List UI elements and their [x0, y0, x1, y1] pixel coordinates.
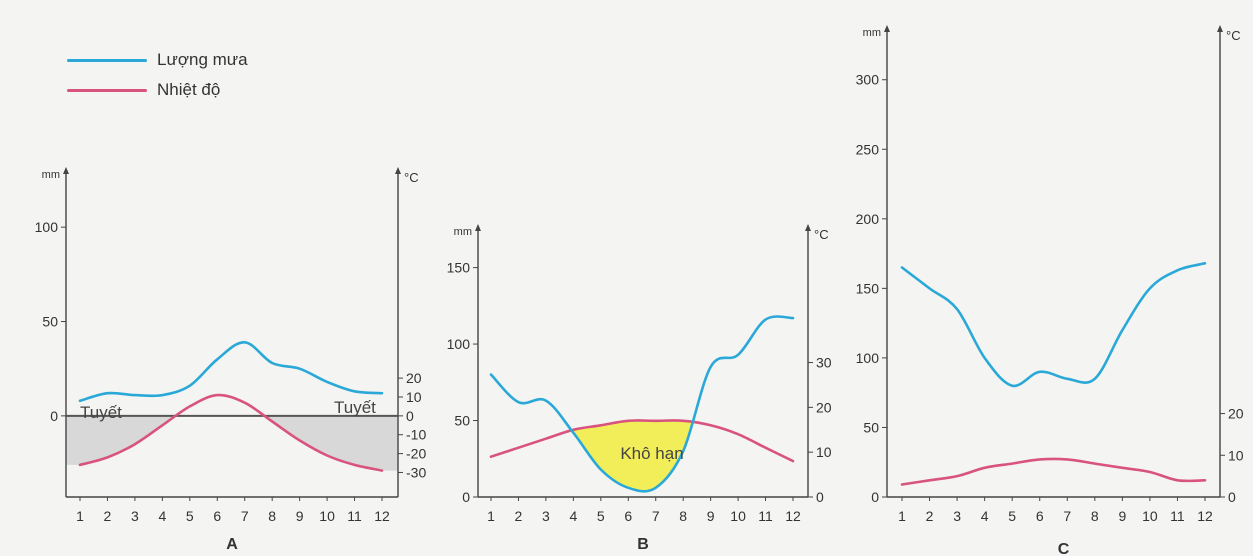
right-axis-arrow — [395, 167, 401, 174]
rain-swatch — [67, 59, 147, 62]
right-unit-label: °C — [1226, 28, 1241, 43]
x-tick-label: 7 — [241, 508, 249, 524]
x-tick-label: 12 — [374, 508, 390, 524]
x-tick-label: 7 — [1063, 508, 1071, 524]
x-tick-label: 11 — [347, 508, 362, 524]
right-tick-label: 20 — [406, 370, 422, 386]
x-tick-label: 3 — [542, 508, 550, 524]
left-tick-label: 0 — [50, 408, 58, 424]
x-tick-label: 6 — [624, 508, 632, 524]
x-tick-label: 10 — [319, 508, 335, 524]
x-tick-label: 2 — [926, 508, 934, 524]
left-tick-label: 100 — [35, 219, 59, 235]
right-tick-label: 10 — [816, 444, 832, 460]
x-tick-label: 1 — [487, 508, 495, 524]
rainfall-line — [489, 315, 795, 493]
x-tick-label: 10 — [1142, 508, 1158, 524]
left-unit-label: mm — [42, 169, 60, 181]
left-tick-label: 300 — [856, 72, 880, 88]
right-tick-label: 30 — [816, 355, 832, 371]
right-unit-label: °C — [814, 227, 829, 242]
legend-label-rain: Lượng mưa — [157, 50, 248, 69]
x-tick-label: 11 — [758, 508, 773, 524]
left-tick-label: 50 — [42, 314, 58, 330]
right-tick-label: 0 — [406, 408, 414, 424]
right-tick-label: 20 — [1228, 406, 1244, 422]
x-tick-label: 10 — [730, 508, 746, 524]
x-tick-label: 6 — [1036, 508, 1044, 524]
x-tick-label: 5 — [1008, 508, 1016, 524]
right-tick-label: -20 — [406, 446, 426, 462]
temperature-line — [78, 393, 384, 472]
x-tick-label: 5 — [186, 508, 194, 524]
temperature-line — [900, 457, 1207, 486]
left-tick-label: 200 — [856, 211, 880, 227]
x-tick-label: 3 — [953, 508, 961, 524]
chart-title: B — [637, 536, 649, 553]
x-tick-label: 1 — [76, 508, 84, 524]
left-axis-arrow — [884, 25, 890, 32]
chart-title: A — [226, 536, 238, 553]
snow-label-right: Tuyết — [334, 398, 376, 417]
right-tick-label: 10 — [1228, 447, 1244, 463]
left-tick-label: 250 — [856, 141, 880, 157]
x-tick-label: 9 — [296, 508, 304, 524]
left-tick-label: 50 — [863, 419, 879, 435]
x-tick-label: 3 — [131, 508, 139, 524]
x-tick-label: 8 — [268, 508, 276, 524]
legend: Lượng mưa Nhiệt độ — [62, 48, 322, 108]
right-tick-label: -10 — [406, 427, 426, 443]
left-tick-label: 100 — [447, 336, 471, 352]
left-tick-label: 50 — [454, 413, 470, 429]
temperature-line — [489, 419, 795, 463]
left-axis-arrow — [63, 167, 69, 174]
rainfall-line — [78, 341, 384, 403]
left-unit-label: mm — [454, 226, 472, 238]
right-tick-label: -30 — [406, 464, 426, 480]
x-tick-label: 7 — [652, 508, 660, 524]
x-tick-label: 12 — [785, 508, 801, 524]
right-tick-label: 20 — [816, 399, 832, 415]
snow-label-left: Tuyết — [80, 403, 122, 422]
x-tick-label: 9 — [707, 508, 715, 524]
right-tick-label: 0 — [816, 489, 824, 505]
left-tick-label: 0 — [462, 489, 470, 505]
left-tick-label: 100 — [856, 350, 880, 366]
snow-area — [66, 415, 398, 471]
x-tick-label: 5 — [597, 508, 605, 524]
drought-label: Khô hạn — [620, 444, 683, 463]
right-axis-arrow — [1217, 25, 1223, 32]
x-tick-label: 4 — [569, 508, 577, 524]
rainfall-line — [900, 262, 1207, 388]
x-tick-label: 2 — [515, 508, 523, 524]
x-tick-label: 8 — [1091, 508, 1099, 524]
right-tick-label: 0 — [1228, 489, 1236, 505]
x-tick-label: 11 — [1170, 508, 1185, 524]
left-tick-label: 150 — [856, 280, 880, 296]
right-tick-label: 10 — [406, 389, 422, 405]
left-tick-label: 150 — [447, 260, 471, 276]
x-tick-label: 9 — [1118, 508, 1126, 524]
right-axis-arrow — [805, 224, 811, 231]
chart-title: C — [1058, 541, 1070, 556]
x-tick-label: 1 — [898, 508, 906, 524]
x-tick-label: 2 — [104, 508, 112, 524]
x-tick-label: 6 — [213, 508, 221, 524]
left-axis-arrow — [475, 224, 481, 231]
temp-swatch — [67, 89, 147, 92]
right-unit-label: °C — [404, 170, 419, 185]
x-tick-label: 4 — [158, 508, 166, 524]
x-tick-label: 12 — [1197, 508, 1213, 524]
left-unit-label: mm — [863, 27, 881, 39]
left-tick-label: 0 — [871, 489, 879, 505]
legend-label-temp: Nhiệt độ — [157, 80, 221, 99]
x-tick-label: 4 — [981, 508, 989, 524]
x-tick-label: 8 — [679, 508, 687, 524]
